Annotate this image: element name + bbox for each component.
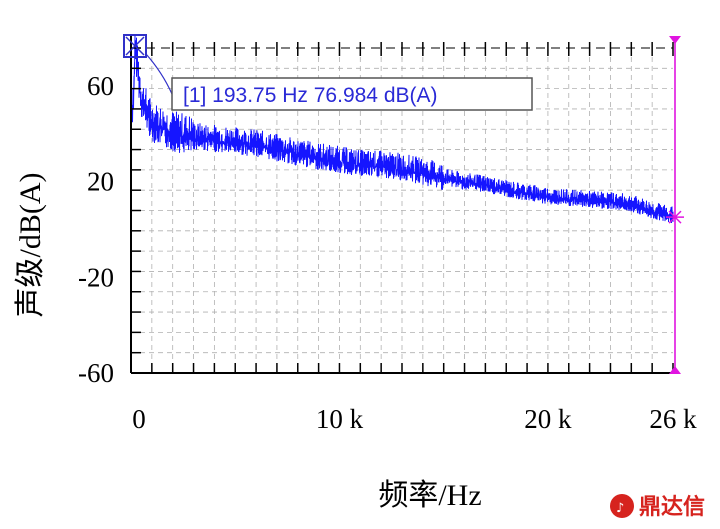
y-tick-label: -20 xyxy=(78,262,114,292)
end-cursor[interactable] xyxy=(666,36,684,374)
brand-logo-glyph: ♪ xyxy=(616,501,624,516)
x-axis-title: 频率/Hz xyxy=(378,479,481,512)
watermark: ♪ 鼎达信 xyxy=(610,494,705,520)
x-tick-label: 26 k xyxy=(649,404,697,434)
cursor-1[interactable] xyxy=(123,34,173,95)
y-tick-label: 20 xyxy=(87,167,114,197)
cursor-1-leader xyxy=(145,53,173,95)
end-cursor-bottom-handle[interactable] xyxy=(669,366,681,374)
grid xyxy=(131,48,673,373)
brand-logo-icon xyxy=(610,494,634,518)
plot-frame xyxy=(130,36,674,374)
x-tick-label: 10 k xyxy=(316,404,364,434)
cursor-readout-box xyxy=(171,77,533,111)
watermark-text: 鼎达信 xyxy=(639,494,705,520)
series-layer xyxy=(130,34,674,224)
end-cursor-crosshair-icon xyxy=(666,210,684,224)
y-axis-title: 声级/dB(A) xyxy=(14,173,47,318)
cursor-1-cross-b xyxy=(125,36,145,56)
cursor-readout: [1] 193.75 Hz 76.984 dB(A) xyxy=(171,77,533,111)
y-tick-label: -60 xyxy=(78,358,114,388)
spectrum-series-line xyxy=(130,34,674,224)
x-tick-label: 0 xyxy=(132,404,146,434)
tick-labels: 60 20 -20 -60 0 10 k 20 k 26 k xyxy=(78,71,697,434)
cursor-readout-text: [1] 193.75 Hz 76.984 dB(A) xyxy=(183,84,438,107)
y-tick-label: 60 xyxy=(87,71,114,101)
end-cursor-top-handle[interactable] xyxy=(669,36,681,44)
cursor-1-marker[interactable] xyxy=(123,34,147,58)
x-tick-label: 20 k xyxy=(524,404,572,434)
